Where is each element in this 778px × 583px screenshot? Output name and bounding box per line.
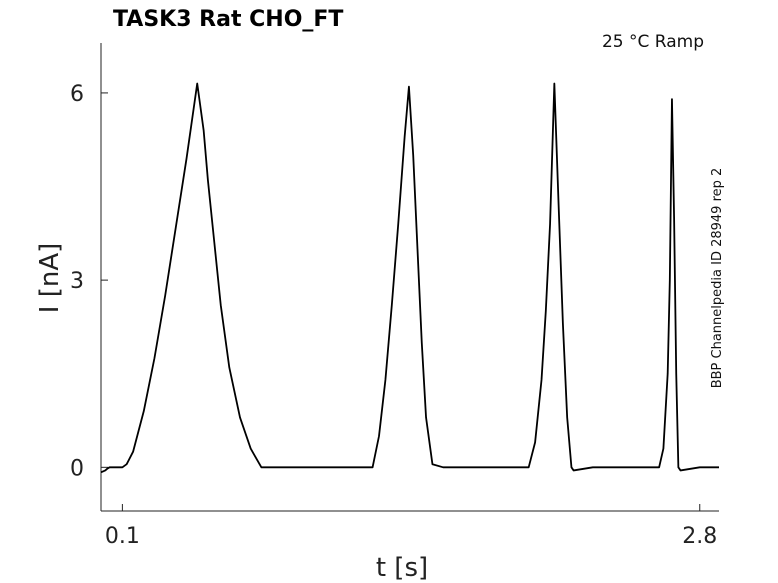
y-axis-label: I [nA]	[35, 243, 65, 313]
y-tick-label: 6	[70, 82, 84, 107]
x-axis-label: t [s]	[376, 553, 428, 583]
chart-title: TASK3 Rat CHO_FT	[113, 7, 343, 32]
x-tick-label: 2.8	[682, 524, 717, 549]
ticks: 0 3 6 0.1 2.8	[70, 82, 717, 549]
axes	[100, 43, 719, 512]
y-tick-label: 3	[70, 269, 84, 294]
chart-annotation: 25 °C Ramp	[602, 32, 704, 52]
side-label: BBP Channelpedia ID 28949 rep 2	[710, 168, 725, 389]
x-tick-label: 0.1	[105, 524, 140, 549]
series-line-1	[100, 82, 719, 474]
y-tick-label: 0	[70, 456, 84, 481]
plot-area	[100, 82, 719, 474]
